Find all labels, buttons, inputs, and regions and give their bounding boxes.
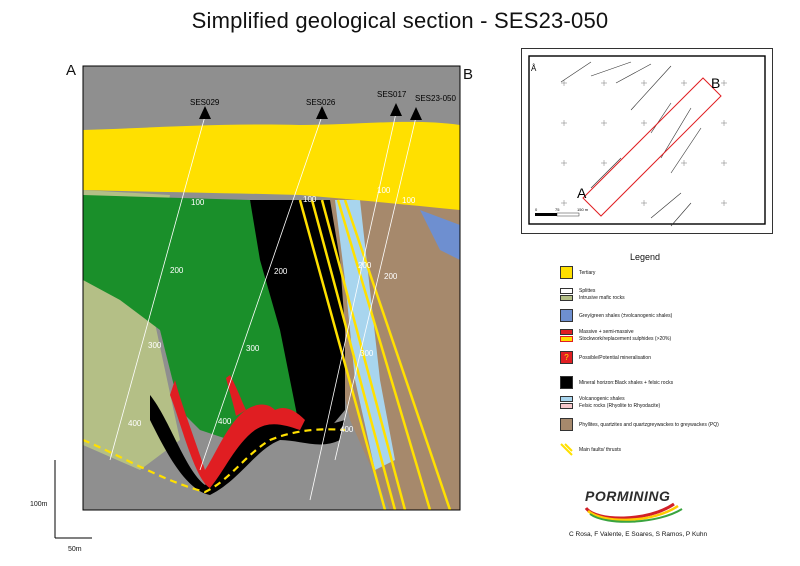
page-title: Simplified geological section - SES23-05… xyxy=(191,8,609,33)
depth-label: 100 xyxy=(377,186,391,195)
drillhole-label: SES017 xyxy=(377,90,407,99)
legend-item: Mineral horizon:Black shales + felsic ro… xyxy=(560,376,673,389)
legend-label: Mineral horizon:Black shales + felsic ro… xyxy=(579,380,674,386)
drillhole-label: SES029 xyxy=(190,98,220,107)
inset-map: Å A B 0 75 150 m xyxy=(521,48,773,234)
depth-label: 200 xyxy=(274,267,288,276)
fault-symbol-icon xyxy=(560,443,573,456)
depth-label: 100 xyxy=(191,198,205,207)
inset-label-a: A xyxy=(577,185,587,201)
legend-swatch xyxy=(560,395,573,402)
drillhole-label: SES026 xyxy=(306,98,336,107)
scale-horizontal-label: 50m xyxy=(68,546,82,553)
black-shales xyxy=(250,200,345,440)
base-contact xyxy=(83,428,346,494)
depth-label: 300 xyxy=(246,344,260,353)
legend-swatch xyxy=(560,309,573,322)
legend-item: ? Possible/Potential mineralisation xyxy=(560,351,651,364)
map-scale-label: 75 xyxy=(555,207,560,212)
legend-label: Felsic rocks (Rhyolite to Rhyodacite) xyxy=(579,402,661,409)
legend-label: Massive + semi-massive xyxy=(579,328,634,335)
depth-label: 100 xyxy=(402,196,416,205)
legend-label: Intrusive mafic rocks xyxy=(579,294,625,301)
legend-item: Main faults/ thrusts xyxy=(560,443,621,456)
legend-swatch xyxy=(560,294,573,301)
depth-label: 300 xyxy=(360,349,374,358)
legend-item: Volcanogenic shales Felsic rocks (Rhyoli… xyxy=(560,395,660,409)
tertiary-cover xyxy=(83,121,460,210)
drillhole-label: SES23-050 xyxy=(415,94,456,103)
legend-item: Massive + semi-massive Stockwork/replace… xyxy=(560,328,671,342)
legend-swatch xyxy=(560,402,573,409)
drillhole-traces xyxy=(109,112,417,501)
legend: Legend Tertiary Splittes Intrusive mafic… xyxy=(560,252,800,456)
legend-swatch xyxy=(560,266,573,279)
legend-label: Volcanogenic shales xyxy=(579,395,625,402)
legend-label: Stockwork/replacement sulphides (>20%) xyxy=(579,335,672,342)
legend-item: Grey/green shales (±volcanogenic shales) xyxy=(560,309,672,322)
authors: C Rosa, F Valente, E Soares, S Ramos, P … xyxy=(569,531,708,538)
map-scale-label: 0 xyxy=(535,207,538,212)
depth-label: 400 xyxy=(128,419,142,428)
legend-swatch xyxy=(560,418,573,431)
depth-label: 100 xyxy=(303,195,317,204)
collar-ses026 xyxy=(316,106,328,119)
depth-label: 400 xyxy=(340,425,354,434)
legend-label: Main faults/ thrusts xyxy=(579,447,621,453)
massive-sulphides xyxy=(170,380,305,488)
question-icon: ? xyxy=(560,351,573,364)
north-arrow-icon: Å xyxy=(531,64,537,73)
depth-label: 200 xyxy=(358,261,372,270)
section-label-a: A xyxy=(66,62,77,79)
depth-label: 200 xyxy=(170,266,184,275)
map-scale-bar xyxy=(535,213,557,216)
legend-label: Tertiary xyxy=(579,270,596,276)
legend-label: Phyllites, quartzites and quartzgreywack… xyxy=(579,422,719,428)
section-line-box xyxy=(582,77,722,217)
possible-mineralisation xyxy=(226,375,246,416)
depth-label: 200 xyxy=(384,272,398,281)
legend-item: Splittes Intrusive mafic rocks xyxy=(560,287,625,301)
inset-label-b: B xyxy=(711,75,720,91)
depth-label: 400 xyxy=(218,417,232,426)
map-scale-label: 150 m xyxy=(577,207,589,212)
section-frame xyxy=(82,65,461,511)
legend-label: Grey/green shales (±volcanogenic shales) xyxy=(579,313,673,319)
grey-green-shales xyxy=(420,210,460,260)
legend-item: Tertiary xyxy=(560,266,595,279)
legend-swatch xyxy=(560,376,573,389)
legend-label: Possible/Potential mineralisation xyxy=(579,355,651,361)
legend-swatch xyxy=(560,328,573,335)
collar-ses017 xyxy=(390,103,402,116)
legend-swatch xyxy=(560,335,573,342)
depth-label: 300 xyxy=(148,341,162,350)
pormining-logo xyxy=(584,502,683,523)
black-horizon-base xyxy=(150,395,345,495)
collar-ses23-050 xyxy=(410,107,422,120)
collar-ses029 xyxy=(199,106,211,119)
scale-vertical-label: 100m xyxy=(30,501,48,508)
section-label-b: B xyxy=(463,66,474,83)
logo-text: PORMINING xyxy=(585,488,671,504)
legend-title: Legend xyxy=(629,252,661,262)
legend-label: Splittes xyxy=(579,287,596,294)
volcanogenic-shales xyxy=(335,200,395,470)
legend-swatch xyxy=(560,287,573,294)
legend-item: Phyllites, quartzites and quartzgreywack… xyxy=(560,418,719,431)
